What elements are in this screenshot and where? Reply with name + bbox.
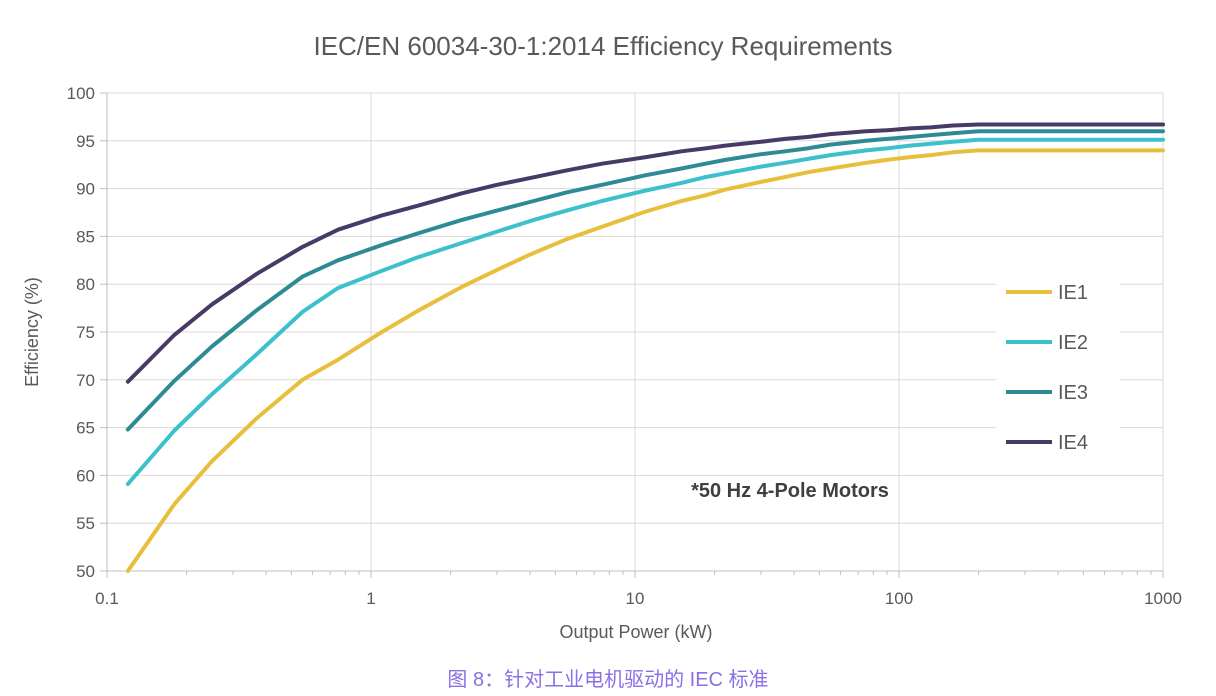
series-curve-IE2 [125, 137, 1165, 486]
y-tick-label: 50 [76, 562, 95, 581]
x-tick-label: 1000 [1144, 589, 1182, 608]
y-tick-label: 55 [76, 514, 95, 533]
y-tick-label: 95 [76, 132, 95, 151]
legend-label-IE4: IE4 [1058, 432, 1088, 454]
legend-label-IE1: IE1 [1058, 282, 1088, 304]
legend: IE1 IE2 IE3 IE4 [996, 268, 1120, 466]
legend-label-IE3: IE3 [1058, 382, 1088, 404]
figure-caption: 图 8：针对工业电机驱动的 IEC 标准 [447, 669, 769, 691]
x-tick-label: 100 [885, 589, 913, 608]
efficiency-line-chart: 50 55 60 65 70 75 80 85 90 95 100 0.1 1 10 100 1000 IE1… [22, 31, 1182, 642]
y-tick-label: 75 [76, 323, 95, 342]
curves-layer [125, 122, 1165, 573]
chart-title: IEC/EN 60034-30-1:2014 Efficiency Requir… [313, 31, 892, 61]
y-tick-label: 90 [76, 180, 95, 199]
y-tick-label: 65 [76, 419, 95, 438]
y-axis-title: Efficiency (%) [22, 277, 42, 387]
x-axis-title: Output Power (kW) [559, 622, 712, 642]
x-tick-label: 1 [366, 589, 375, 608]
y-tick-label: 70 [76, 371, 95, 390]
x-tick-label: 0.1 [95, 589, 119, 608]
y-tick-label: 85 [76, 227, 95, 246]
series-curve-IE4 [125, 122, 1165, 384]
legend-label-IE2: IE2 [1058, 332, 1088, 354]
series-curve-IE3 [125, 129, 1165, 432]
y-tick-label: 100 [67, 84, 95, 103]
axis-layer: 50 55 60 65 70 75 80 85 90 95 100 0.1 1 10 100 1000 [67, 84, 1182, 608]
legend-background [996, 268, 1120, 466]
x-tick-label: 10 [626, 589, 645, 608]
series-curve-IE1 [125, 148, 1165, 573]
y-tick-label: 80 [76, 275, 95, 294]
chart-annotation: *50 Hz 4-Pole Motors [691, 480, 889, 502]
y-tick-label: 60 [76, 466, 95, 485]
